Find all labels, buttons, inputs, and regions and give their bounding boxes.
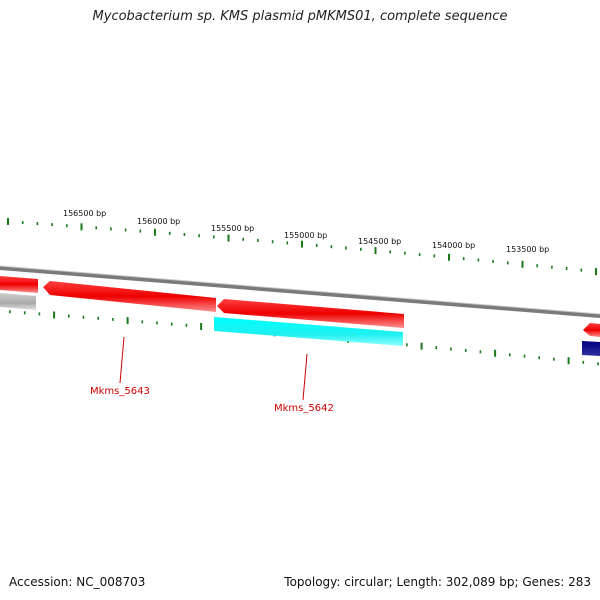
gene-label-leader bbox=[302, 353, 308, 401]
gene-feature-grey[interactable] bbox=[0, 293, 36, 310]
gene-feature-navy[interactable] bbox=[582, 341, 600, 356]
outer-tick-row bbox=[7, 218, 597, 276]
accession-text: Accession: NC_008703 bbox=[9, 575, 146, 589]
tick-label: 154000 bp bbox=[432, 241, 475, 250]
topology-summary: Topology: circular; Length: 302,089 bp; … bbox=[284, 575, 591, 589]
tick-label: 154500 bp bbox=[358, 237, 401, 246]
gene-feature-red[interactable] bbox=[0, 276, 38, 293]
gene-feature-cyan[interactable] bbox=[214, 317, 403, 346]
sequence-backbone bbox=[0, 266, 600, 318]
gene-feature-red[interactable] bbox=[217, 299, 404, 328]
gene-label-mkms-5643[interactable]: Mkms_5643 bbox=[90, 386, 150, 397]
sequence-backbone-highlight bbox=[0, 265, 600, 315]
tick-label: 156000 bp bbox=[137, 217, 180, 226]
gene-label-leader bbox=[119, 336, 125, 384]
tick-label: 155500 bp bbox=[211, 224, 254, 233]
tick-label: 156500 bp bbox=[63, 209, 106, 218]
tick-label: 155000 bp bbox=[284, 231, 327, 240]
gene-feature-red[interactable] bbox=[583, 323, 600, 337]
map-title: Mycobacterium sp. KMS plasmid pMKMS01, c… bbox=[92, 9, 508, 24]
gene-feature-red[interactable] bbox=[43, 281, 216, 312]
gene-label-mkms-5642[interactable]: Mkms_5642 bbox=[274, 403, 334, 414]
tick-label: 153500 bp bbox=[506, 245, 549, 254]
